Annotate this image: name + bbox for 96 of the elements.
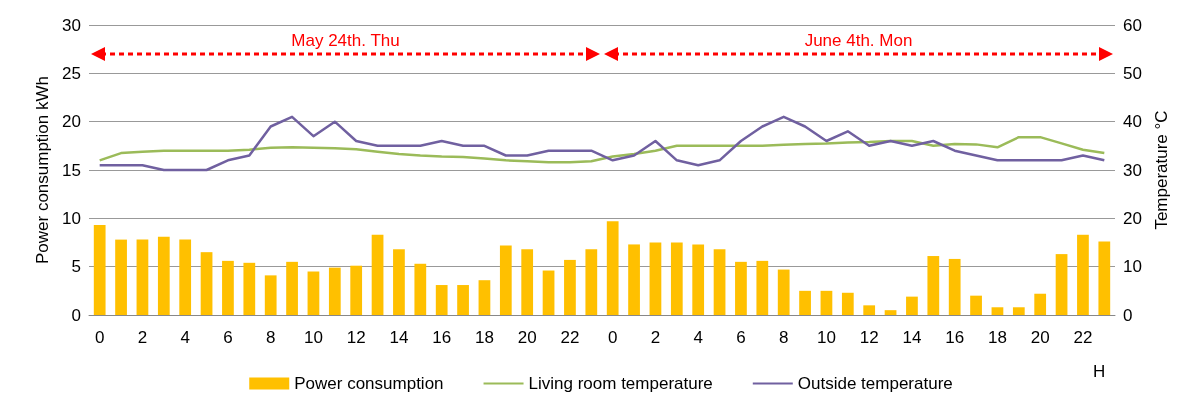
x-tick-label: 16 <box>432 328 452 347</box>
y-axis-title: Power consumption kWh <box>33 75 52 265</box>
x-tick-label: 6 <box>736 328 746 347</box>
bar <box>799 290 811 315</box>
bar <box>777 269 790 315</box>
bar <box>927 256 940 315</box>
bar <box>1055 254 1068 315</box>
x-tick-label: 8 <box>778 328 789 347</box>
bar <box>820 290 833 315</box>
legend-label: Living room temperature <box>528 374 713 393</box>
x-tick-label: 20 <box>517 328 537 347</box>
y-tick-label: 15 <box>62 160 81 180</box>
x-tick-label: 6 <box>223 328 233 347</box>
bar <box>649 242 662 315</box>
bar <box>735 261 747 315</box>
bar <box>115 239 127 315</box>
x-tick-label: 20 <box>1030 328 1050 347</box>
bar <box>478 280 491 315</box>
bar <box>863 305 876 315</box>
bar <box>1098 241 1111 315</box>
bar <box>264 275 277 315</box>
y2-tick-label: 0 <box>1123 305 1133 325</box>
bar <box>564 259 576 315</box>
y2-tick-label: 40 <box>1123 112 1142 132</box>
y-tick-label: 20 <box>62 112 81 132</box>
line-series <box>98 115 1106 172</box>
y2-tick-label: 30 <box>1123 160 1142 180</box>
x-tick-label: 10 <box>816 328 836 347</box>
x-tick-label: 18 <box>987 328 1007 347</box>
bar <box>521 249 534 315</box>
x-tick-label: 2 <box>137 328 148 347</box>
bar <box>692 244 705 315</box>
bar <box>157 236 170 315</box>
bar <box>756 260 769 315</box>
bar <box>307 271 320 315</box>
bar <box>628 244 640 315</box>
bar <box>93 225 106 315</box>
x-tick-label: 22 <box>560 328 580 347</box>
bar <box>606 221 619 315</box>
bar <box>884 310 897 315</box>
bar <box>841 292 854 315</box>
x-tick-label: 10 <box>303 328 323 347</box>
bar <box>585 249 598 315</box>
bar <box>457 285 469 315</box>
y2-tick-label: 50 <box>1123 63 1142 83</box>
bar <box>670 242 683 315</box>
x-tick-label: 12 <box>346 328 366 347</box>
x-tick-label: 2 <box>650 328 661 347</box>
x-tick-label: 0 <box>607 328 618 347</box>
legend-label: Outside temperature <box>797 374 953 393</box>
y-tick-label: 5 <box>71 257 81 277</box>
bar <box>328 267 341 315</box>
bar <box>1077 234 1089 315</box>
x-tick-label: 12 <box>859 328 879 347</box>
bar <box>906 296 918 315</box>
bar <box>435 285 448 315</box>
x-tick-label: 0 <box>94 328 105 347</box>
x-tick-label: 4 <box>693 328 703 347</box>
bar <box>243 262 256 315</box>
bar <box>991 307 1004 315</box>
x-tick-label: 22 <box>1073 328 1093 347</box>
bar <box>393 249 405 315</box>
x-tick-label: 18 <box>474 328 494 347</box>
y2-tick-label: 20 <box>1123 208 1142 228</box>
y-tick-label: 10 <box>62 208 81 228</box>
annotation: May 24th. Thu <box>291 31 400 50</box>
x-tick-label: 16 <box>945 328 965 347</box>
annotation: June 4th. Mon <box>804 31 913 50</box>
bar <box>414 263 427 315</box>
y-tick-label: 25 <box>62 63 81 83</box>
legend-label: Power consumption <box>294 374 444 393</box>
y2-tick-label: 10 <box>1123 257 1142 277</box>
bar <box>970 295 982 315</box>
x-axis-title: H <box>1093 362 1106 381</box>
bar <box>1034 293 1047 315</box>
bar <box>286 261 298 315</box>
x-tick-label: 14 <box>389 328 409 347</box>
bar <box>1012 307 1025 315</box>
x-tick-label: 4 <box>180 328 190 347</box>
bar <box>948 258 961 315</box>
y2-axis-title: Temperature °C <box>1152 110 1171 230</box>
bar <box>222 260 234 315</box>
x-tick-label: 8 <box>265 328 276 347</box>
bar <box>371 234 384 315</box>
bar <box>499 245 512 315</box>
bar <box>542 270 555 315</box>
y-tick-label: 0 <box>71 305 81 325</box>
x-tick-label: 14 <box>902 328 922 347</box>
y2-tick-label: 60 <box>1123 15 1142 35</box>
y-tick-label: 30 <box>62 15 81 35</box>
line-series <box>98 135 1106 164</box>
bar <box>179 239 192 315</box>
bar <box>136 239 149 315</box>
bar <box>713 249 726 315</box>
bar <box>200 252 213 315</box>
bar <box>350 265 363 315</box>
